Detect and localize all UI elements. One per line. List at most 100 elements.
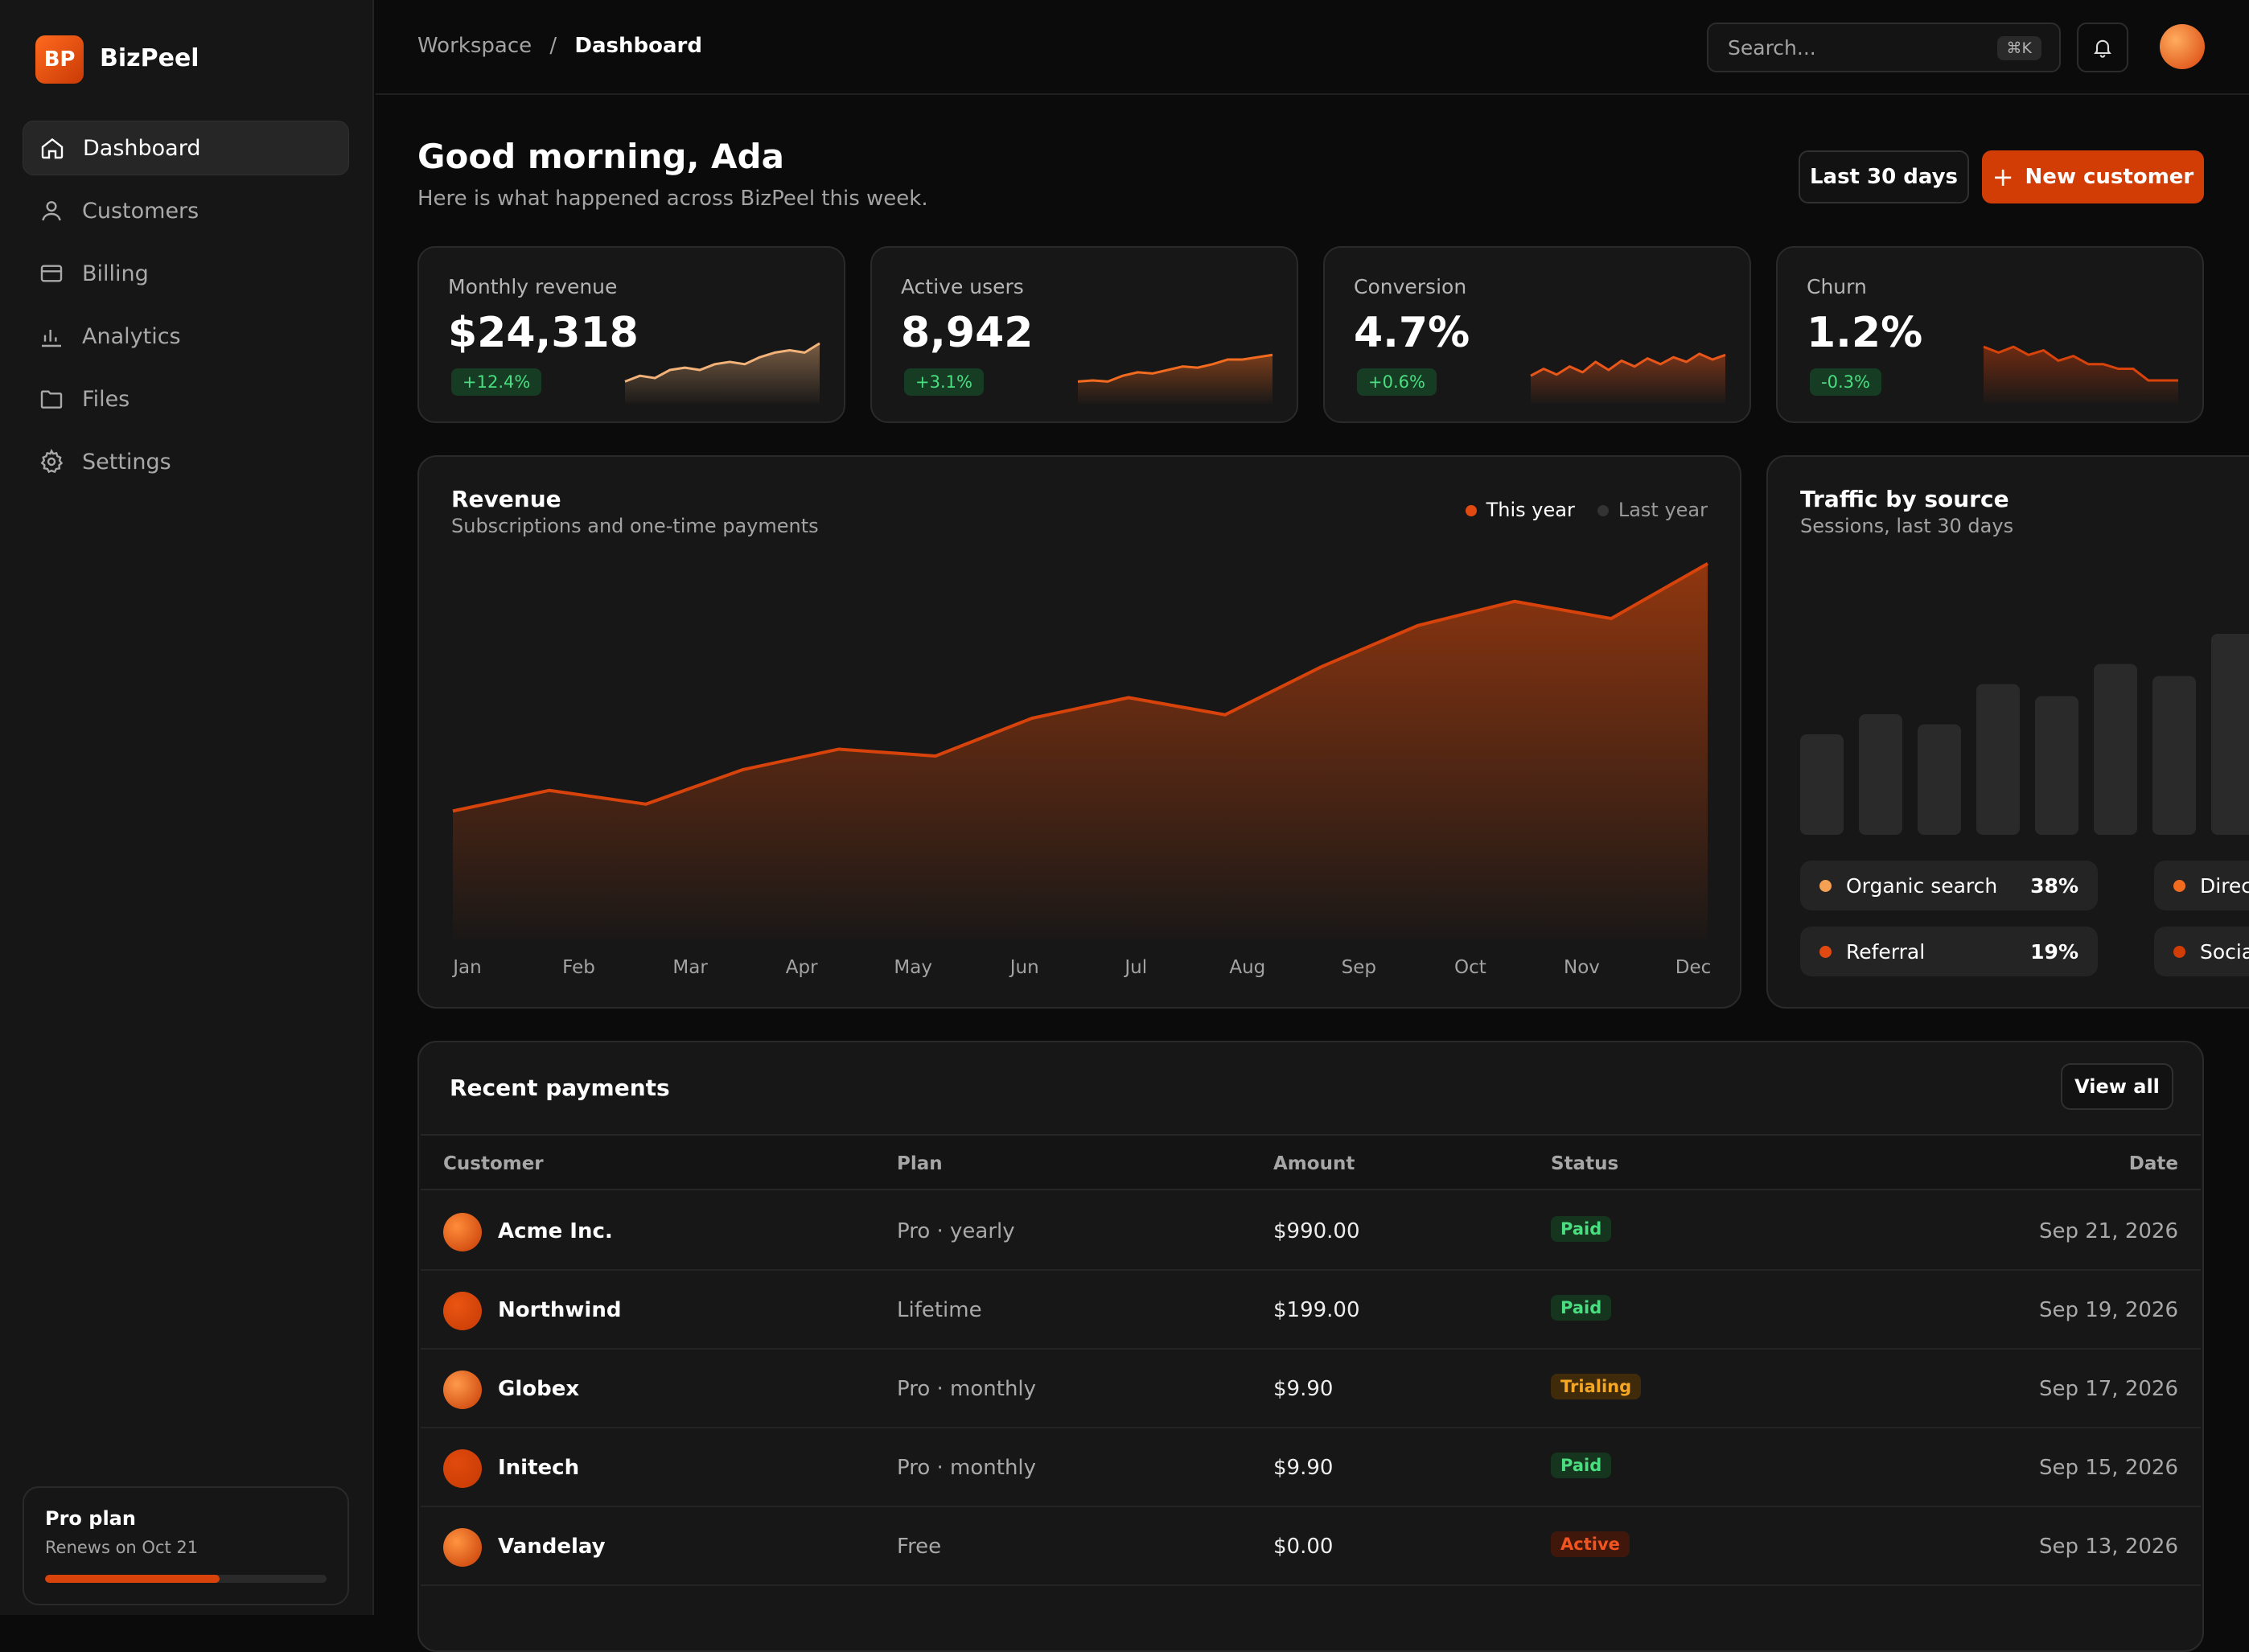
topbar: Workspace / Dashboard Search... ⌘K	[376, 0, 2249, 95]
table-row[interactable]: Vandelay Free $0.00 Active Sep 13, 2026	[421, 1507, 2201, 1586]
recent-payments-card: Recent payments View all Customer Plan A…	[417, 1041, 2204, 1652]
source-dot	[1819, 879, 1832, 892]
sparkline-line	[1077, 353, 1273, 383]
kpi-card-churn[interactable]: Churn 1.2% -0.3%	[1776, 246, 2204, 423]
kpi-card-conversion[interactable]: Conversion 4.7% +0.6%	[1323, 246, 1751, 423]
revenue-legend: This year Last year	[1465, 499, 1708, 521]
kpi-label: Monthly revenue	[448, 275, 618, 298]
sidebar-item-label: Customers	[82, 198, 199, 224]
sparkline-line	[624, 342, 820, 383]
source-dot	[2173, 945, 2185, 958]
revenue-area	[453, 563, 1708, 939]
status-badge: Paid	[1551, 1216, 1612, 1242]
revenue-line	[452, 561, 1708, 813]
source-dot	[1819, 945, 1832, 958]
search-input[interactable]: Search... ⌘K	[1707, 23, 2061, 72]
kpi-sparkline	[624, 342, 820, 404]
view-all-button[interactable]: View all	[2061, 1063, 2173, 1110]
kpi-card-revenue[interactable]: Monthly revenue $24,318 +12.4%	[417, 246, 845, 423]
source-label: Referral	[1846, 939, 1926, 964]
plan-renewal: Renews on Oct 21	[45, 1538, 199, 1557]
user-avatar[interactable]	[2160, 24, 2205, 69]
source-pct: 38%	[2030, 873, 2078, 898]
traffic-card: Traffic by source Sessions, last 30 days…	[1766, 455, 2249, 1009]
revenue-subtitle: Subscriptions and one-time payments	[451, 515, 819, 537]
sparkline-area	[1078, 355, 1273, 404]
revenue-chart-card: Revenue Subscriptions and one-time payme…	[417, 455, 1741, 1009]
x-tick-label: May	[894, 957, 932, 978]
col-plan[interactable]: Plan	[897, 1153, 943, 1174]
sidebar-item-label: Files	[82, 386, 130, 412]
traffic-bar[interactable]	[2035, 696, 2078, 836]
table-row[interactable]: Initech Pro · monthly $9.90 Paid Sep 15, 202…	[421, 1428, 2201, 1507]
traffic-bar[interactable]	[1918, 724, 1961, 836]
customer-avatar	[443, 1213, 482, 1251]
amount-cell: $199.00	[1273, 1298, 1360, 1322]
traffic-bar[interactable]	[2094, 664, 2137, 836]
source-referral[interactable]: Referral 19%	[1800, 927, 2098, 976]
sidebar-item-billing[interactable]: Billing	[23, 246, 349, 301]
sidebar-item-customers[interactable]: Customers	[23, 183, 349, 238]
status-badge: Trialing	[1551, 1374, 1642, 1399]
kpi-label: Churn	[1807, 275, 1867, 298]
col-date[interactable]: Date	[2128, 1153, 2178, 1174]
legend-item-last-year[interactable]: Last year	[1597, 499, 1708, 521]
source-organic-search[interactable]: Organic search 38%	[1800, 861, 2098, 910]
col-customer[interactable]: Customer	[443, 1153, 544, 1174]
date-cell: Sep 17, 2026	[2038, 1377, 2178, 1401]
kpi-sparkline	[1530, 352, 1726, 404]
source-social[interactable]: Social	[2154, 927, 2249, 976]
kpi-delta-badge: +12.4%	[451, 368, 542, 396]
amount-cell: $990.00	[1273, 1219, 1360, 1243]
source-dot	[2173, 879, 2185, 892]
status-badge: Paid	[1551, 1295, 1612, 1321]
source-direct[interactable]: Direct	[2154, 861, 2249, 910]
col-amount[interactable]: Amount	[1273, 1153, 1355, 1174]
folder-icon	[40, 390, 63, 409]
sidebar-item-label: Settings	[82, 449, 171, 475]
sidebar-item-files[interactable]: Files	[23, 372, 349, 426]
kpi-card-active-users[interactable]: Active users 8,942 +3.1%	[870, 246, 1298, 423]
breadcrumb: Workspace / Dashboard	[417, 34, 702, 58]
plan-card[interactable]: Pro plan Renews on Oct 21	[23, 1486, 349, 1605]
x-tick-label: Mar	[672, 957, 708, 978]
user-icon	[42, 201, 61, 221]
legend-item-this-year[interactable]: This year	[1465, 499, 1575, 521]
table-row[interactable]: Globex Pro · monthly $9.90 Trialing Sep 17, …	[421, 1350, 2201, 1428]
customer-name: Initech	[498, 1456, 580, 1480]
table-header: Customer Plan Amount Status Date	[421, 1134, 2201, 1190]
sidebar-item-settings[interactable]: Settings	[23, 434, 349, 489]
customer-name: Northwind	[498, 1298, 622, 1322]
customer-avatar	[443, 1449, 482, 1488]
traffic-title: Traffic by source	[1800, 486, 2009, 512]
sidebar-item-dashboard[interactable]: Dashboard	[23, 121, 349, 175]
traffic-bar[interactable]	[2211, 634, 2249, 835]
app-logo[interactable]: BP	[35, 35, 84, 84]
date-cell: Sep 15, 2026	[2038, 1456, 2178, 1480]
traffic-bar[interactable]	[2152, 676, 2196, 836]
table-row[interactable]: Northwind Lifetime $199.00 Paid Sep 19, 2026	[421, 1271, 2201, 1350]
breadcrumb-current: Dashboard	[574, 34, 702, 58]
traffic-bar[interactable]	[1800, 734, 1844, 835]
date-range-button[interactable]: Last 30 days	[1799, 150, 1969, 203]
new-customer-button[interactable]: + New customer	[1982, 150, 2204, 203]
sidebar-item-analytics[interactable]: Analytics	[23, 309, 349, 364]
kpi-value: $24,318	[448, 309, 639, 357]
source-label: Direct	[2200, 873, 2249, 898]
page-subtitle: Here is what happened across BizPeel thi…	[417, 187, 928, 211]
traffic-bar-chart	[1800, 634, 2249, 836]
table-row[interactable]: Acme Inc. Pro · yearly $990.00 Paid Sep 21, …	[421, 1192, 2201, 1271]
notifications-button[interactable]	[2077, 23, 2128, 72]
sidebar: BP BizPeel Dashboard Customers Billing A…	[0, 0, 374, 1615]
plan-cell: Pro · monthly	[897, 1456, 1037, 1480]
traffic-bar[interactable]	[1859, 714, 1902, 835]
plan-cell: Lifetime	[897, 1298, 982, 1322]
col-status[interactable]: Status	[1551, 1153, 1619, 1174]
gear-icon	[40, 449, 64, 474]
status-badge: Active	[1551, 1531, 1630, 1557]
plan-progress-bar	[45, 1575, 327, 1583]
kpi-value: 1.2%	[1807, 309, 1923, 357]
breadcrumb-root[interactable]: Workspace	[417, 34, 532, 58]
source-label: Organic search	[1846, 873, 1998, 898]
traffic-bar[interactable]	[1976, 684, 2020, 836]
